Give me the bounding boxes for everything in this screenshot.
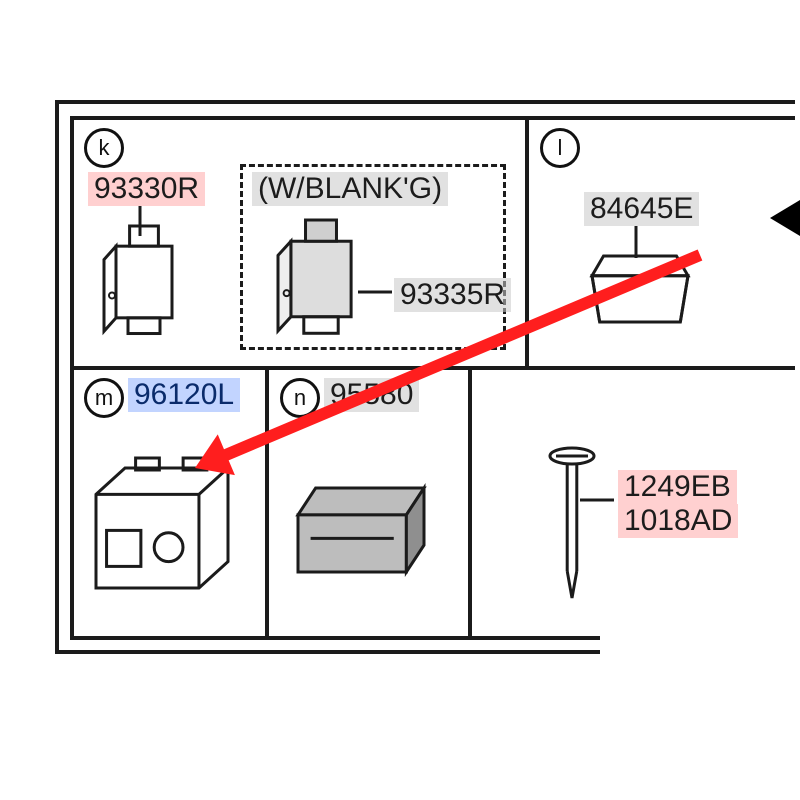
diagram-svg-layer [0, 0, 800, 800]
highlight-arrow-icon [195, 249, 702, 475]
parts-diagram: k l m n 93330R (W/BLANK'G) 93335R 84645E… [0, 0, 800, 800]
part-illustrations [96, 220, 688, 598]
cropped-arrow-icon [770, 194, 800, 242]
